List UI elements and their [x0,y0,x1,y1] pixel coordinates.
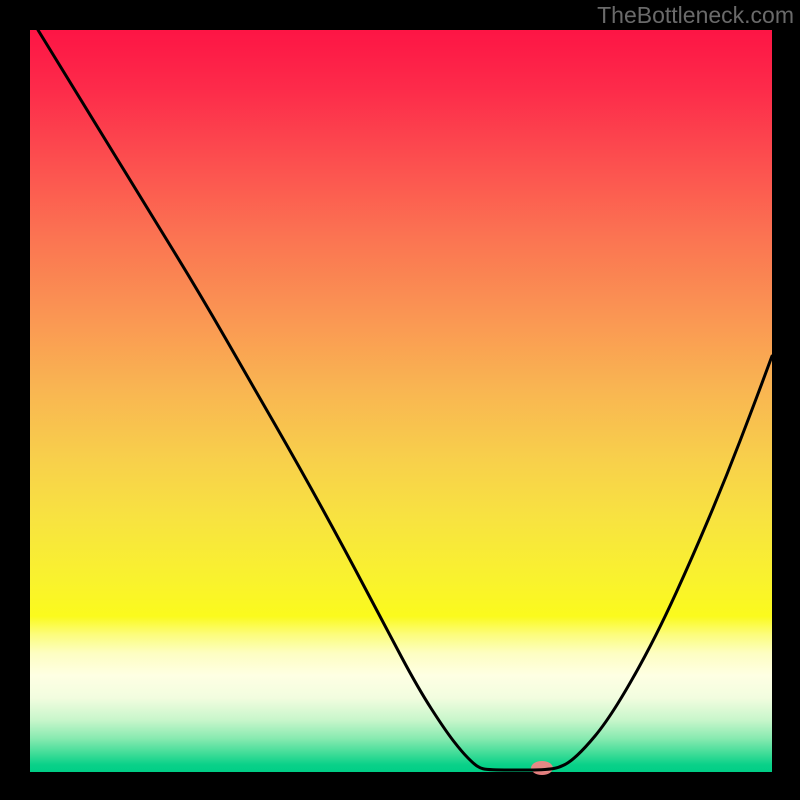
plot-area [30,30,772,772]
watermark-text: TheBottleneck.com [597,2,794,29]
bottleneck-chart [0,0,800,800]
chart-container: TheBottleneck.com [0,0,800,800]
